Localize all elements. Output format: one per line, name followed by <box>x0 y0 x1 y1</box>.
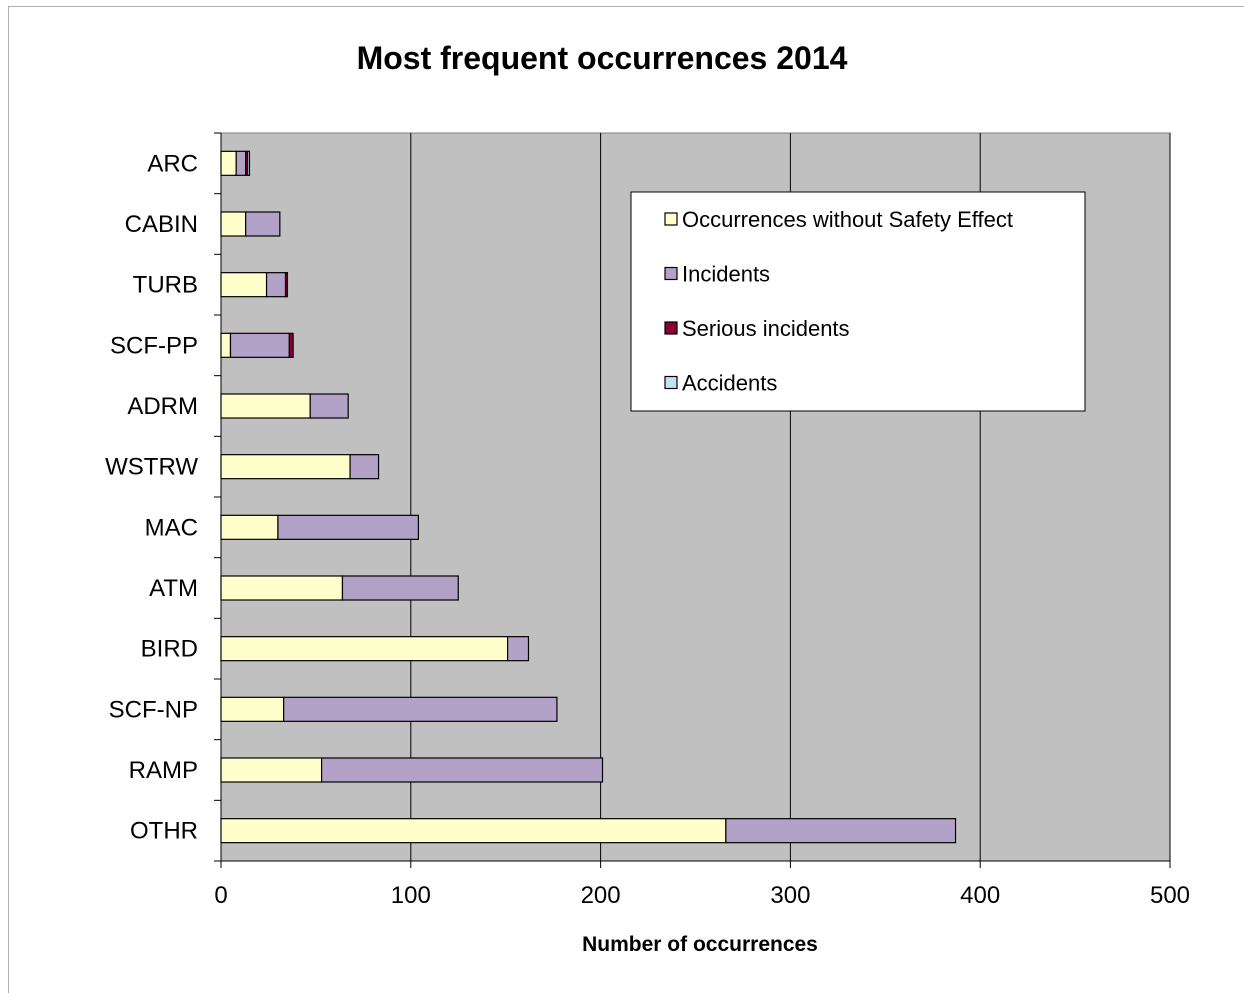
y-tick-label: OTHR <box>130 818 198 845</box>
bar-turb-series-2 <box>284 272 289 298</box>
bar-othr-series-0 <box>220 818 727 844</box>
y-tick-label: SCF-NP <box>109 696 198 723</box>
bar-bird-series-0 <box>220 636 509 662</box>
y-tick-label: TURB <box>133 272 198 299</box>
y-tick-label: ADRM <box>127 393 198 420</box>
y-tick-label: CABIN <box>125 211 198 238</box>
bar-scf-pp-series-2 <box>288 332 294 358</box>
gridlines <box>410 133 1171 861</box>
bar-ramp-series-0 <box>220 757 323 783</box>
legend: Occurrences without Safety Effect Inciden… <box>630 191 1086 412</box>
legend-label: Occurrences without Safety Effect <box>682 207 1013 232</box>
y-tick-label: BIRD <box>141 636 198 663</box>
x-tick-label: 0 <box>214 882 227 909</box>
y-tick-label: MAC <box>145 514 198 541</box>
bar-cabin-series-1 <box>245 211 281 237</box>
chart-title: Most frequent occurrences 2014 <box>357 40 848 76</box>
bar-wstrw-series-0 <box>220 454 351 480</box>
legend-label: Serious incidents <box>682 316 850 341</box>
bars <box>220 150 957 844</box>
bar-scf-np-series-1 <box>283 696 558 722</box>
x-tick-label: 400 <box>960 882 1000 909</box>
bar-turb-series-0 <box>220 272 268 298</box>
bar-arc-series-1 <box>235 150 247 176</box>
bar-atm-series-1 <box>341 575 459 601</box>
bar-scf-pp-series-1 <box>229 332 290 358</box>
y-tick-label: RAMP <box>129 757 198 784</box>
x-axis-label: Number of occurrences <box>582 933 818 956</box>
legend-box <box>630 191 1086 412</box>
bar-othr-series-1 <box>725 818 957 844</box>
legend-swatch <box>664 212 678 226</box>
legend-label: Accidents <box>682 371 777 396</box>
y-tick-label: ARC <box>147 150 198 177</box>
bar-atm-series-0 <box>220 575 344 601</box>
bar-cabin-series-0 <box>220 211 247 237</box>
axes: ARC CABIN TURB SCF-PP ADRM WSTRW MAC ATM BIRD SCF… <box>105 132 1190 909</box>
y-tick-label: WSTRW <box>105 454 198 481</box>
x-tick-label: 300 <box>770 882 810 909</box>
bar-mac-series-0 <box>220 514 279 540</box>
x-tick-label: 200 <box>581 882 621 909</box>
bar-ramp-series-1 <box>320 757 604 783</box>
legend-label: Incidents <box>682 262 770 287</box>
legend-swatch <box>664 375 678 390</box>
legend-swatch <box>664 321 678 335</box>
chart-frame <box>8 6 1244 993</box>
x-tick-label: 100 <box>391 882 431 909</box>
x-tick-label: 500 <box>1150 882 1190 909</box>
legend-swatch <box>664 266 678 281</box>
y-tick-label: ATM <box>149 575 198 602</box>
bar-bird-series-1 <box>506 636 530 662</box>
bar-turb-series-1 <box>265 272 287 298</box>
bar-arc-series-0 <box>220 150 237 176</box>
y-tick-label: SCF-PP <box>110 332 198 359</box>
bar-scf-np-series-0 <box>220 696 285 722</box>
bar-wstrw-series-1 <box>349 454 380 480</box>
bar-arc-series-3 <box>246 150 251 176</box>
bar-adrm-series-0 <box>220 393 311 419</box>
bar-adrm-series-1 <box>309 393 349 419</box>
bar-scf-pp-series-0 <box>220 332 232 358</box>
bar-mac-series-1 <box>277 514 419 540</box>
